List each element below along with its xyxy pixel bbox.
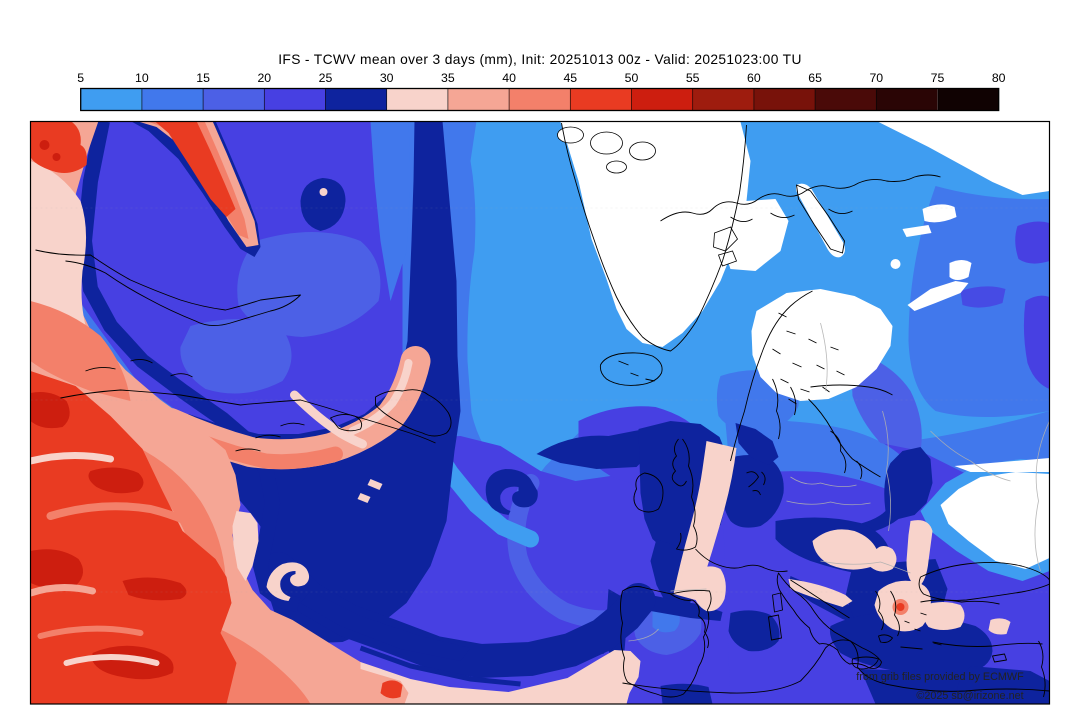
svg-text:IFS - TCWV mean over 3 days (m: IFS - TCWV mean over 3 days (mm), Init: … [278, 52, 802, 67]
svg-text:from grib files provided by EC: from grib files provided by ECMWF [856, 671, 1024, 683]
svg-text:80: 80 [992, 71, 1006, 85]
svg-text:©2025 sb@irizone.net: ©2025 sb@irizone.net [916, 690, 1023, 702]
svg-text:70: 70 [869, 71, 883, 85]
svg-text:10: 10 [135, 71, 149, 85]
svg-text:35: 35 [441, 71, 455, 85]
svg-text:55: 55 [686, 71, 700, 85]
svg-text:60: 60 [747, 71, 761, 85]
svg-text:20: 20 [257, 71, 271, 85]
svg-text:15: 15 [196, 71, 210, 85]
svg-text:65: 65 [808, 71, 822, 85]
svg-text:30: 30 [380, 71, 394, 85]
svg-text:50: 50 [625, 71, 639, 85]
svg-text:40: 40 [502, 71, 516, 85]
svg-text:45: 45 [563, 71, 577, 85]
svg-text:5: 5 [77, 71, 84, 85]
svg-text:25: 25 [319, 71, 333, 85]
svg-text:75: 75 [931, 71, 945, 85]
